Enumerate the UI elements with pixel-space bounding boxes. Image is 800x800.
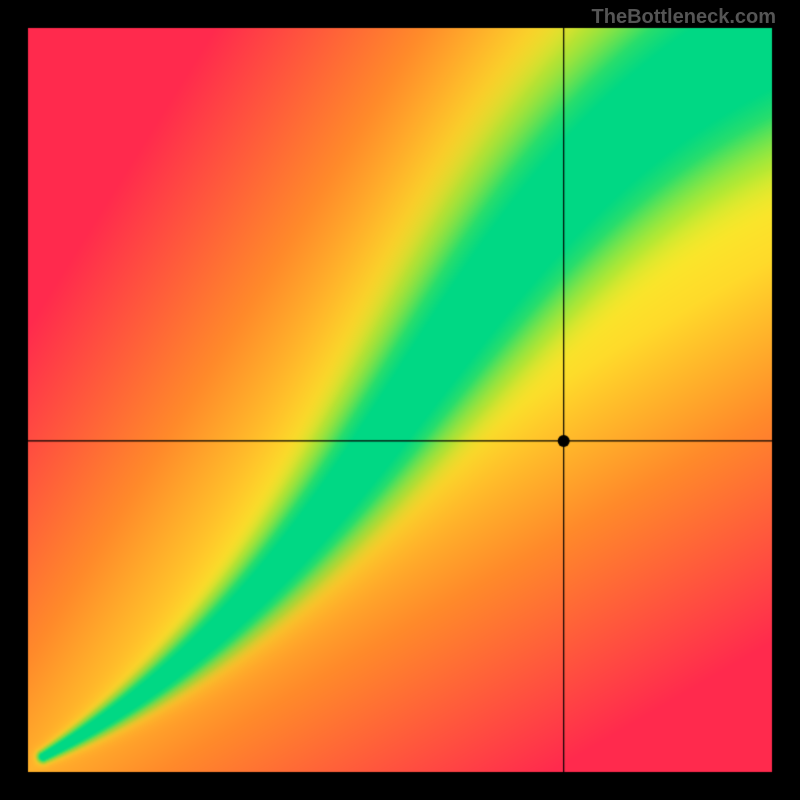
chart-container: TheBottleneck.com	[0, 0, 800, 800]
heatmap-canvas	[0, 0, 800, 800]
watermark-text: TheBottleneck.com	[592, 6, 776, 29]
